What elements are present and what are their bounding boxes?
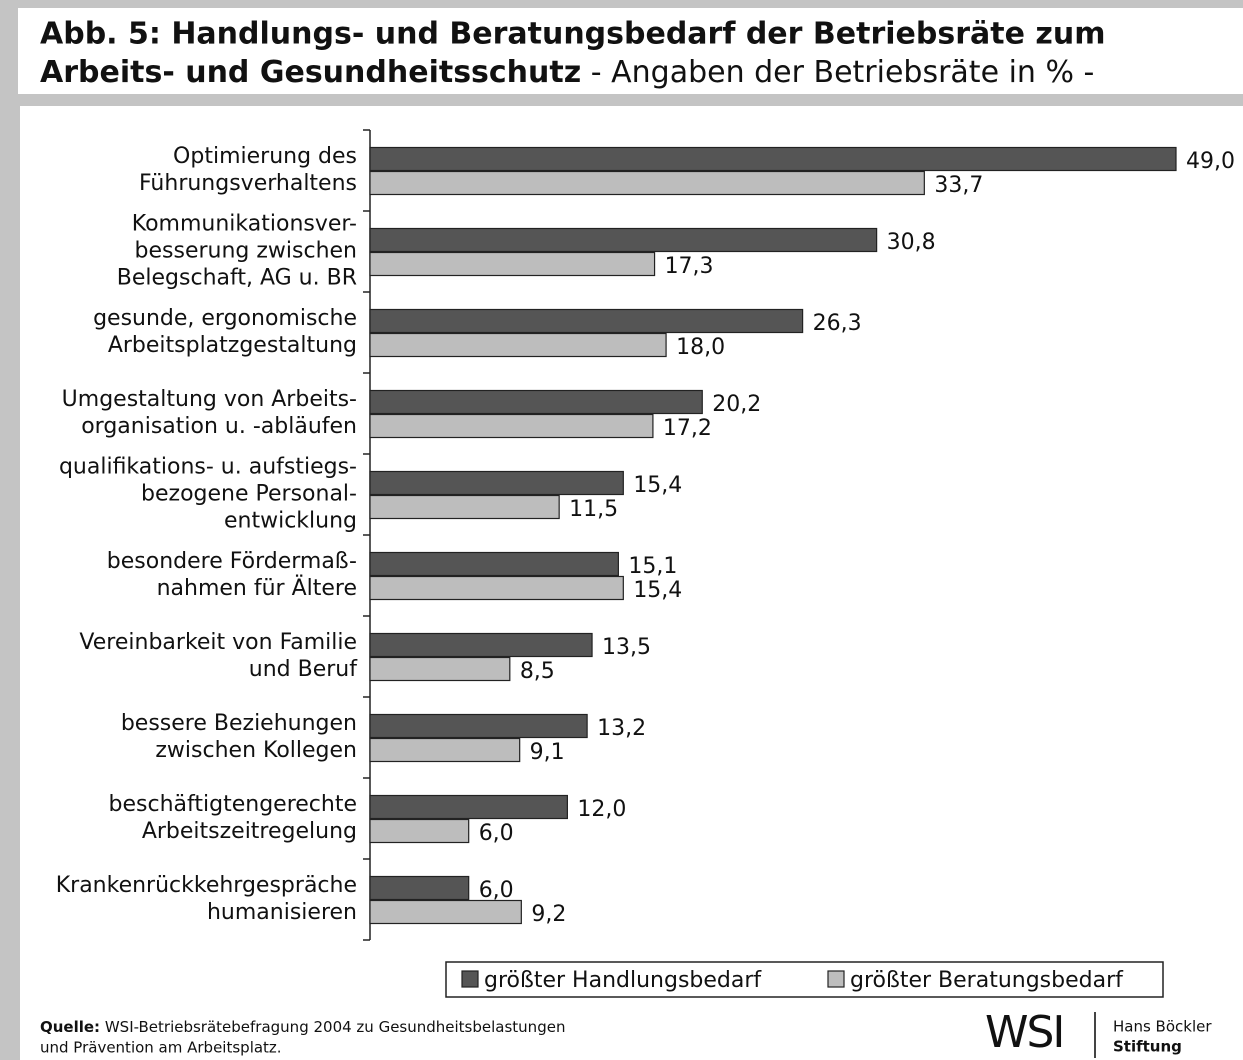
value-label: 13,2 (597, 716, 646, 741)
bar (369, 551, 619, 577)
category-label: Arbeitszeitregelung (142, 819, 357, 844)
bar (369, 713, 588, 739)
category-label: besondere Fördermaß- (107, 549, 357, 574)
value-label: 18,0 (676, 335, 725, 360)
bar (369, 818, 470, 844)
category-label: Optimierung des (173, 144, 357, 169)
category-label: qualifikations- u. aufstiegs- (59, 455, 357, 480)
title-bold: Arbeits- und Gesundheitsschutz (40, 55, 581, 90)
value-label: 9,1 (530, 740, 565, 765)
value-label: 26,3 (813, 311, 862, 336)
category-label: Krankenrückkehrgespräche (56, 873, 357, 898)
legend-swatch (827, 970, 845, 988)
category-label: Führungsverhaltens (139, 171, 357, 196)
bar (369, 875, 470, 901)
bar (369, 332, 667, 358)
bar (369, 656, 511, 682)
chart-title: Abb. 5: Handlungs- und Beratungsbedarf d… (40, 17, 1105, 52)
logo-org-2: Stiftung (1113, 1038, 1182, 1056)
bar (369, 470, 624, 496)
source-line-2: und Prävention am Arbeitsplatz. (40, 1039, 282, 1057)
bar (369, 737, 521, 763)
value-label: 6,0 (479, 878, 514, 903)
logo: WSI (985, 1007, 1063, 1058)
bar (369, 170, 925, 196)
bar (369, 794, 568, 820)
value-label: 13,5 (602, 635, 651, 660)
category-label: Vereinbarkeit von Familie (79, 630, 357, 655)
category-label: bezogene Personal- (141, 482, 357, 507)
value-label: 20,2 (712, 392, 761, 417)
value-label: 11,5 (569, 497, 618, 522)
value-label: 12,0 (577, 797, 626, 822)
category-label: humanisieren (207, 900, 357, 925)
title-area (18, 8, 1243, 94)
logo-divider (1094, 1012, 1096, 1058)
value-label: 33,7 (934, 173, 983, 198)
bar (369, 899, 522, 925)
category-label: gesunde, ergonomische (93, 306, 357, 331)
value-label: 15,1 (628, 554, 677, 579)
value-label: 17,3 (665, 254, 714, 279)
category-label: Arbeitsplatzgestaltung (108, 333, 357, 358)
category-label: besserung zwischen (135, 239, 357, 264)
category-label: Belegschaft, AG u. BR (117, 266, 357, 291)
logo-org-1: Hans Böckler (1113, 1018, 1212, 1036)
bar (369, 494, 560, 520)
legend-swatch (461, 970, 479, 988)
legend-box (445, 961, 1164, 998)
category-label: und Beruf (249, 657, 358, 682)
legend-label: größter Beratungsbedarf (850, 968, 1124, 993)
legend-label: größter Handlungsbedarf (484, 968, 762, 993)
bar (369, 146, 1177, 172)
category-label: Umgestaltung von Arbeits- (62, 387, 357, 412)
value-label: 49,0 (1186, 149, 1235, 174)
source-line-1: Quelle: WSI-Betriebsrätebefragung 2004 z… (40, 1018, 565, 1036)
value-label: 30,8 (887, 230, 936, 255)
bar (369, 389, 703, 415)
bar (369, 413, 654, 439)
title-line-2: Arbeits- und Gesundheitsschutz - Angaben… (40, 55, 1094, 90)
category-label: nahmen für Ältere (157, 575, 357, 601)
bar (369, 251, 656, 277)
source-text: WSI-Betriebsrätebefragung 2004 zu Gesund… (105, 1018, 566, 1036)
subtitle: - Angaben der Betriebsräte in % - (591, 55, 1095, 90)
category-label: beschäftigtengerechte (109, 792, 357, 817)
category-label: entwicklung (224, 509, 357, 534)
category-label: Kommunikationsver- (132, 212, 357, 237)
bar (369, 575, 624, 601)
value-label: 15,4 (633, 473, 682, 498)
value-label: 6,0 (479, 821, 514, 846)
value-label: 9,2 (531, 902, 566, 927)
bar (369, 632, 593, 658)
category-label: bessere Beziehungen (121, 711, 357, 736)
source-label: Quelle: (40, 1018, 100, 1036)
value-label: 17,2 (663, 416, 712, 441)
value-label: 8,5 (520, 659, 555, 684)
value-label: 15,4 (633, 578, 682, 603)
category-label: organisation u. -abläufen (81, 414, 357, 439)
category-label: zwischen Kollegen (155, 738, 357, 763)
bar (369, 308, 804, 334)
bar (369, 227, 878, 253)
